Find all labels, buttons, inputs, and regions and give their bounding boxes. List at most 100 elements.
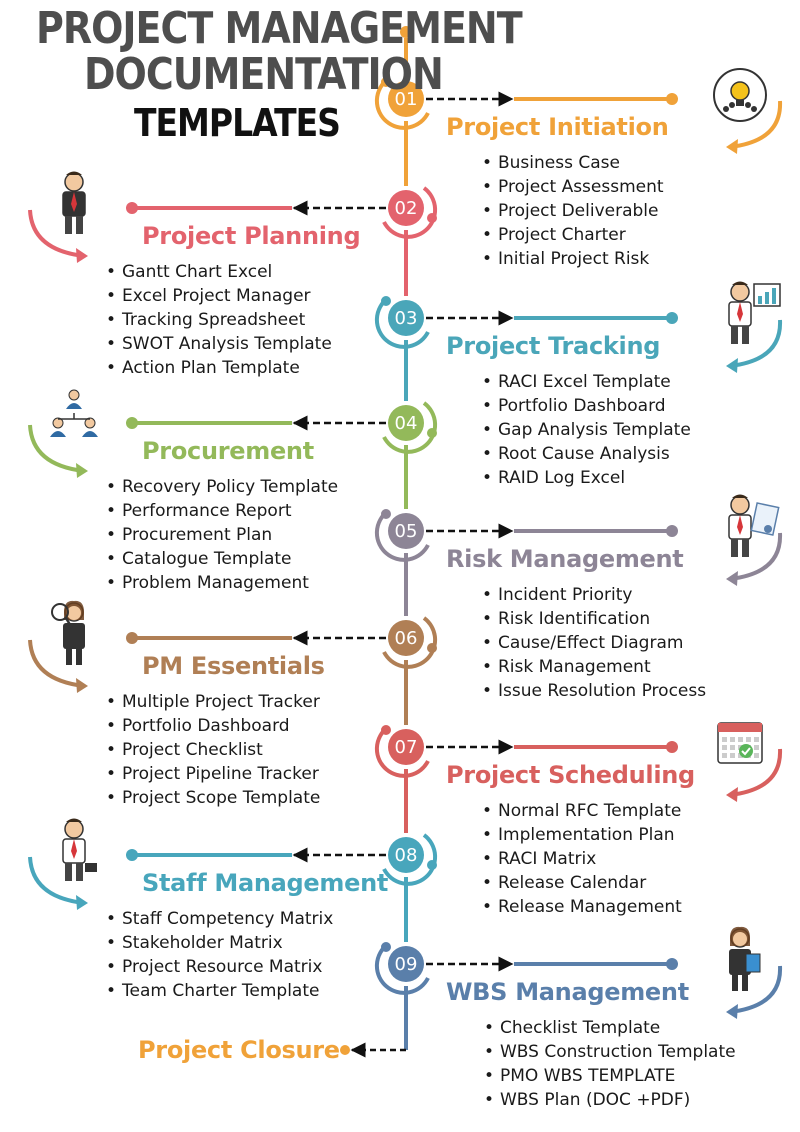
phase-item: Gap Analysis Template: [482, 418, 691, 442]
closure-dot: [340, 1045, 350, 1055]
spine-start-dot: [400, 26, 412, 38]
connector-end-dot: [666, 958, 678, 970]
curved-arrow-head: [76, 678, 88, 693]
phase-item: WBS Plan (DOC +PDF): [484, 1088, 736, 1112]
phase-title: Risk Management: [446, 545, 684, 573]
phase-number: 02: [395, 198, 418, 219]
node-ring: [374, 77, 430, 130]
connector-end-dot: [666, 741, 678, 753]
connector-end-dot: [126, 632, 138, 644]
curved-arrow: [729, 532, 783, 581]
phase-title: WBS Management: [446, 978, 689, 1006]
node-dot: [427, 213, 437, 223]
phase-item: Team Charter Template: [106, 979, 333, 1003]
node-circle: [388, 81, 424, 117]
connector-end-dot: [126, 202, 138, 214]
phase-item: Procurement Plan: [106, 523, 338, 547]
phase-item-list: Normal RFC TemplateImplementation PlanRA…: [482, 799, 682, 919]
title-line-3: TEMPLATES: [134, 100, 341, 146]
phase-item: Project Scope Template: [106, 786, 320, 810]
woman-clipboard-icon: [729, 926, 761, 991]
phase-item: Problem Management: [106, 571, 338, 595]
node-circle: [388, 405, 424, 441]
phase-item-list: Business CaseProject AssessmentProject D…: [482, 151, 664, 271]
title-line-2: DOCUMENTATION: [84, 48, 444, 100]
node-dot: [381, 942, 391, 952]
node-circle: [388, 190, 424, 226]
phase-item-list: Staff Competency MatrixStakeholder Matri…: [106, 907, 333, 1003]
phase-item-list: Gantt Chart ExcelExcel Project ManagerTr…: [106, 260, 332, 380]
node-circle: [388, 837, 424, 873]
phase-item: Business Case: [482, 151, 664, 175]
lightbulb-team-icon: [713, 68, 767, 122]
curved-arrow: [729, 748, 783, 797]
curved-arrow-head: [726, 139, 738, 154]
phase-item: Project Pipeline Tracker: [106, 762, 320, 786]
phase-item: RACI Excel Template: [482, 370, 691, 394]
woman-magnifier-icon: [51, 600, 85, 665]
node-ring: [382, 833, 438, 886]
curved-arrow-head: [76, 895, 88, 910]
curved-arrow: [28, 424, 85, 473]
phase-title: Project Scheduling: [446, 761, 695, 789]
phase-item: Implementation Plan: [482, 823, 682, 847]
curved-arrow: [28, 639, 85, 688]
phase-number: 07: [395, 737, 418, 758]
phase-item: Cause/Effect Diagram: [482, 631, 706, 655]
phase-item: SWOT Analysis Template: [106, 332, 332, 356]
phase-item: Risk Identification: [482, 607, 706, 631]
phase-item: Portfolio Dashboard: [482, 394, 691, 418]
phase-item: RAID Log Excel: [482, 466, 691, 490]
phase-item: Release Calendar: [482, 871, 682, 895]
connector-end-dot: [126, 849, 138, 861]
phase-item: RACI Matrix: [482, 847, 682, 871]
node-dot: [381, 296, 391, 306]
phase-item: PMO WBS TEMPLATE: [484, 1064, 736, 1088]
phase-connectors: [126, 91, 678, 1058]
phase-title: Project Planning: [142, 222, 361, 250]
curved-arrow: [729, 100, 783, 149]
title-line-1: PROJECT MANAGEMENT: [36, 2, 523, 54]
phase-item: WBS Construction Template: [484, 1040, 736, 1064]
node-circle: [388, 620, 424, 656]
phase-item: Normal RFC Template: [482, 799, 682, 823]
connector-end-dot: [666, 312, 678, 324]
phase-number: 03: [395, 308, 418, 329]
phase-item-list: Multiple Project TrackerPortfolio Dashbo…: [106, 690, 320, 810]
phase-item-list: Incident PriorityRisk IdentificationCaus…: [482, 583, 706, 703]
phase-item: Incident Priority: [482, 583, 706, 607]
node-ring: [382, 401, 438, 454]
phase-title: Project Tracking: [446, 332, 661, 360]
phase-item: Stakeholder Matrix: [106, 931, 333, 955]
phase-item: Project Checklist: [106, 738, 320, 762]
node-dot: [381, 725, 391, 735]
curved-arrow-head: [726, 571, 738, 586]
presenter-chart-icon: [728, 281, 781, 344]
phase-item: Checklist Template: [484, 1016, 736, 1040]
curved-arrow-head: [76, 248, 88, 263]
phase-item: Issue Resolution Process: [482, 679, 706, 703]
curved-arrow: [729, 965, 783, 1014]
curved-arrow: [28, 209, 85, 258]
phase-item-list: Recovery Policy TemplatePerformance Repo…: [106, 475, 338, 595]
node-circle: [388, 513, 424, 549]
phase-item: Tracking Spreadsheet: [106, 308, 332, 332]
connector-end-dot: [666, 93, 678, 105]
node-ring: [382, 186, 438, 239]
phase-number: 08: [395, 845, 418, 866]
phase-item: Project Assessment: [482, 175, 664, 199]
phase-item: Project Charter: [482, 223, 664, 247]
phase-item: Gantt Chart Excel: [106, 260, 332, 284]
closure-title: Project Closure: [138, 1036, 340, 1064]
node-ring: [374, 296, 430, 349]
node-dot: [427, 860, 437, 870]
connector-end-dot: [666, 525, 678, 537]
node-dot: [381, 77, 391, 87]
phase-item: Catalogue Template: [106, 547, 338, 571]
phase-item: Performance Report: [106, 499, 338, 523]
phase-number: 04: [395, 413, 418, 434]
node-circle: [388, 946, 424, 982]
